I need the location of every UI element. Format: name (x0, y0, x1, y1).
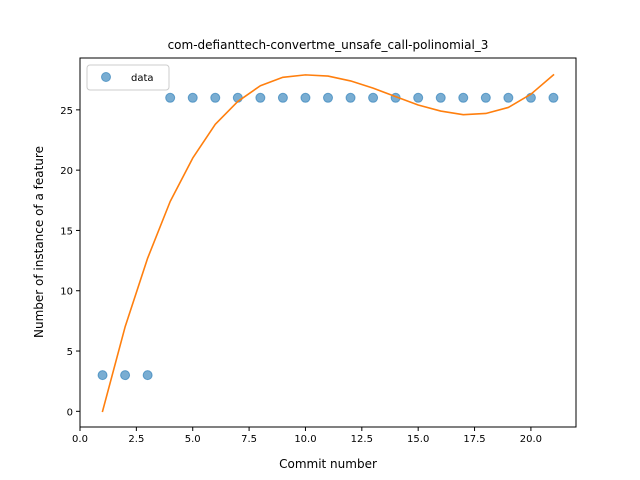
y-tick-label-0: 0 (67, 407, 73, 418)
x-tick-label-3: 7.5 (241, 434, 257, 445)
data-point-5 (210, 92, 221, 103)
data-point-7 (255, 92, 266, 103)
data-point-16 (458, 92, 469, 103)
data-point-0 (97, 370, 108, 381)
y-tick-label-2: 10 (60, 287, 73, 298)
data-point-20 (548, 92, 559, 103)
x-tick-label-5: 12.5 (351, 434, 373, 445)
data-point-4 (187, 92, 198, 103)
plot-area (80, 58, 576, 427)
data-point-10 (323, 92, 333, 103)
legend-box (86, 64, 170, 91)
y-tick-label-3: 15 (60, 226, 73, 237)
legend-marker-data (101, 72, 111, 82)
x-tick-label-1: 2.5 (128, 434, 144, 445)
data-point-2 (142, 370, 153, 381)
x-tick-label-8: 20.0 (520, 434, 542, 445)
x-tick-label-4: 10.0 (294, 434, 316, 445)
data-point-11 (345, 92, 356, 103)
x-tick-label-2: 5.0 (185, 434, 201, 445)
x-tick-label-0: 0.0 (72, 434, 88, 445)
data-point-9 (300, 92, 311, 103)
data-point-12 (368, 92, 379, 103)
data-point-8 (277, 92, 288, 103)
data-point-14 (413, 92, 424, 103)
chart-title: com-defianttech-convertme_unsafe_call-po… (168, 38, 489, 52)
y-tick-label-5: 25 (60, 106, 73, 117)
data-point-3 (165, 92, 176, 103)
series-layer (97, 73, 559, 413)
legend-label-data: data (131, 73, 154, 84)
fit-line (101, 73, 555, 413)
ticks-layer: 0.0 2.5 5.0 7.5 10.0 12.5 15.0 17.5 20.0 0 5 10 15 20… (60, 106, 542, 445)
y-tick-label-1: 5 (67, 347, 73, 358)
data-point-15 (435, 92, 446, 103)
data-point-1 (120, 370, 131, 381)
x-tick-label-6: 15.0 (407, 434, 429, 445)
data-point-17 (480, 92, 491, 103)
data-point-18 (503, 92, 514, 103)
y-tick-label-4: 20 (60, 166, 73, 177)
legend: data (86, 64, 170, 91)
plot-frame (79, 57, 577, 428)
y-axis-label: Number of instance of a feature (32, 146, 46, 338)
x-tick-label-7: 17.5 (463, 434, 485, 445)
x-axis-label: Commit number (279, 457, 377, 471)
